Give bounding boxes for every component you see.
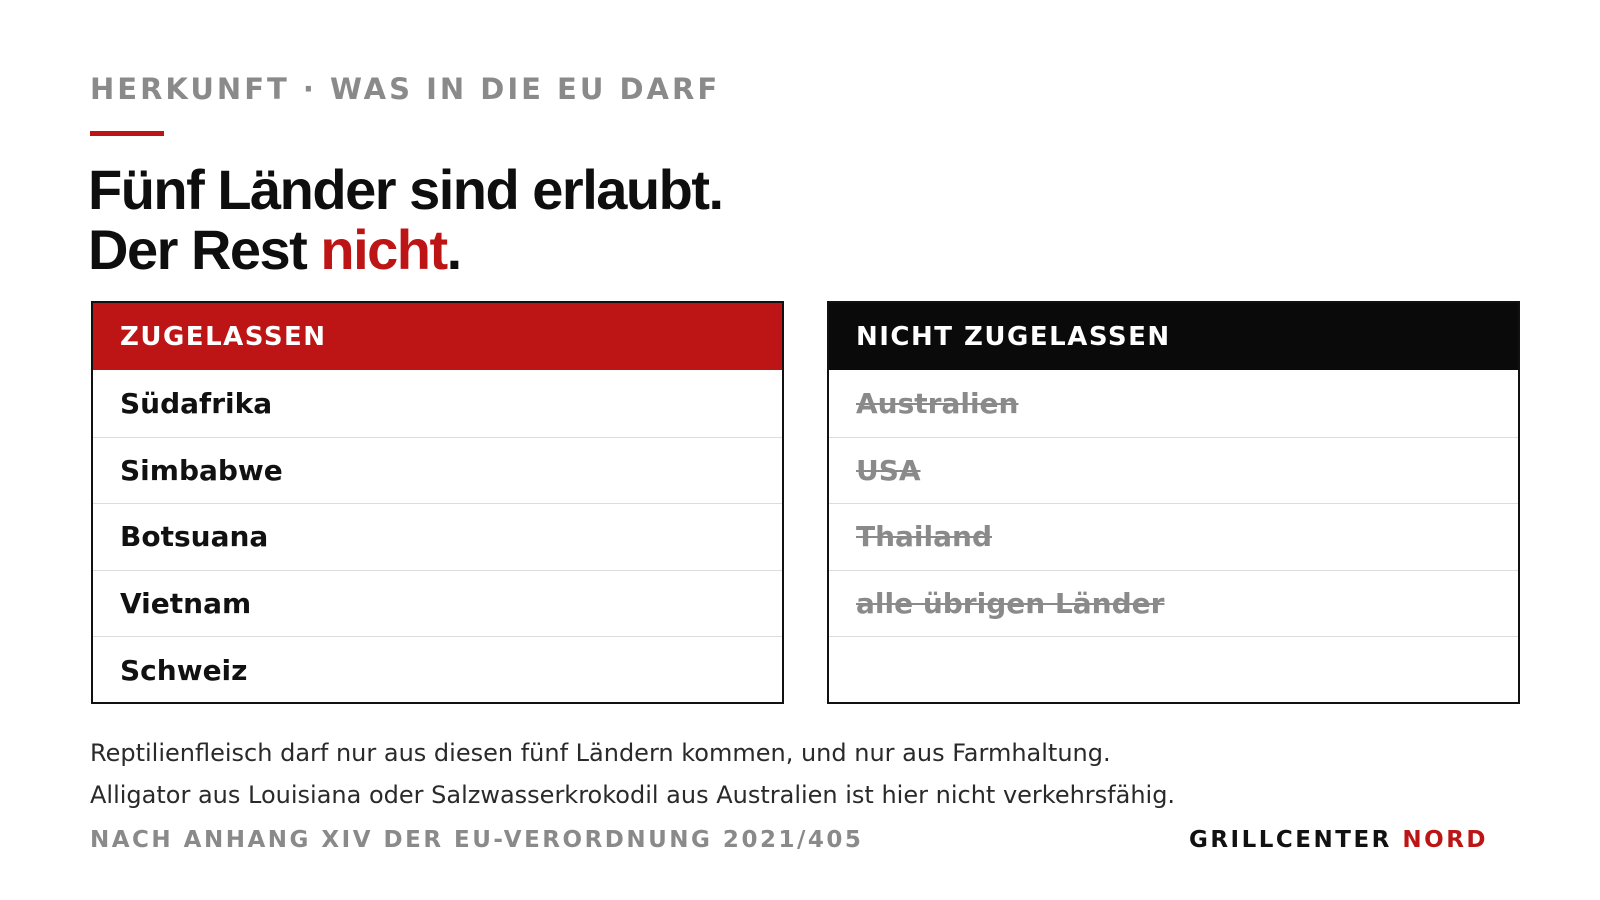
not-allowed-country: USA	[829, 436, 1518, 504]
allowed-country: Vietnam	[93, 569, 782, 637]
body-line-2: Alligator aus Louisiana oder Salzwasserk…	[90, 781, 1176, 809]
headline-line-2-prefix: Der Rest	[88, 218, 321, 281]
not-allowed-list: Australien USA Thailand alle übrigen Län…	[829, 370, 1518, 703]
brand-logo: GRILLCENTER NORD	[1189, 827, 1488, 853]
headline-line-2-suffix: .	[446, 218, 463, 281]
not-allowed-country: Australien	[856, 386, 1019, 420]
headline-accent-word: nicht	[320, 218, 448, 281]
allowed-country: Botsuana	[93, 503, 782, 570]
not-allowed-panel: NICHT ZUGELASSEN Australien USA Thailand…	[827, 301, 1520, 704]
body-text: Reptilienfleisch darf nur aus diesen fün…	[90, 732, 1175, 816]
not-allowed-country: alle übrigen Länder	[829, 569, 1518, 637]
empty-row	[829, 636, 1518, 703]
allowed-panel: ZUGELASSEN Südafrika Simbabwe Botsuana V…	[91, 301, 784, 704]
accent-rule	[90, 131, 164, 136]
allowed-panel-title: ZUGELASSEN	[93, 303, 782, 370]
brand-name-part-2: NORD	[1402, 827, 1488, 853]
allowed-country: Simbabwe	[93, 436, 782, 504]
body-line-1: Reptilienfleisch darf nur aus diesen fün…	[90, 739, 1111, 767]
allowed-country: Schweiz	[93, 636, 782, 703]
not-allowed-country: Thailand	[829, 503, 1518, 570]
allowed-list: Südafrika Simbabwe Botsuana Vietnam Schw…	[93, 370, 782, 703]
allowed-country: Südafrika	[120, 386, 273, 420]
brand-name-part-1: GRILLCENTER	[1188, 827, 1403, 853]
source-footnote: NACH ANHANG XIV DER EU-VERORDNUNG 2021/4…	[90, 827, 864, 853]
headline-line-1: Fünf Länder sind erlaubt.	[88, 158, 724, 221]
not-allowed-panel-title: NICHT ZUGELASSEN	[829, 303, 1518, 370]
kicker-label: HERKUNFT · WAS IN DIE EU DARF	[90, 72, 721, 106]
headline: Fünf Länder sind erlaubt. Der Rest nicht…	[88, 158, 724, 281]
